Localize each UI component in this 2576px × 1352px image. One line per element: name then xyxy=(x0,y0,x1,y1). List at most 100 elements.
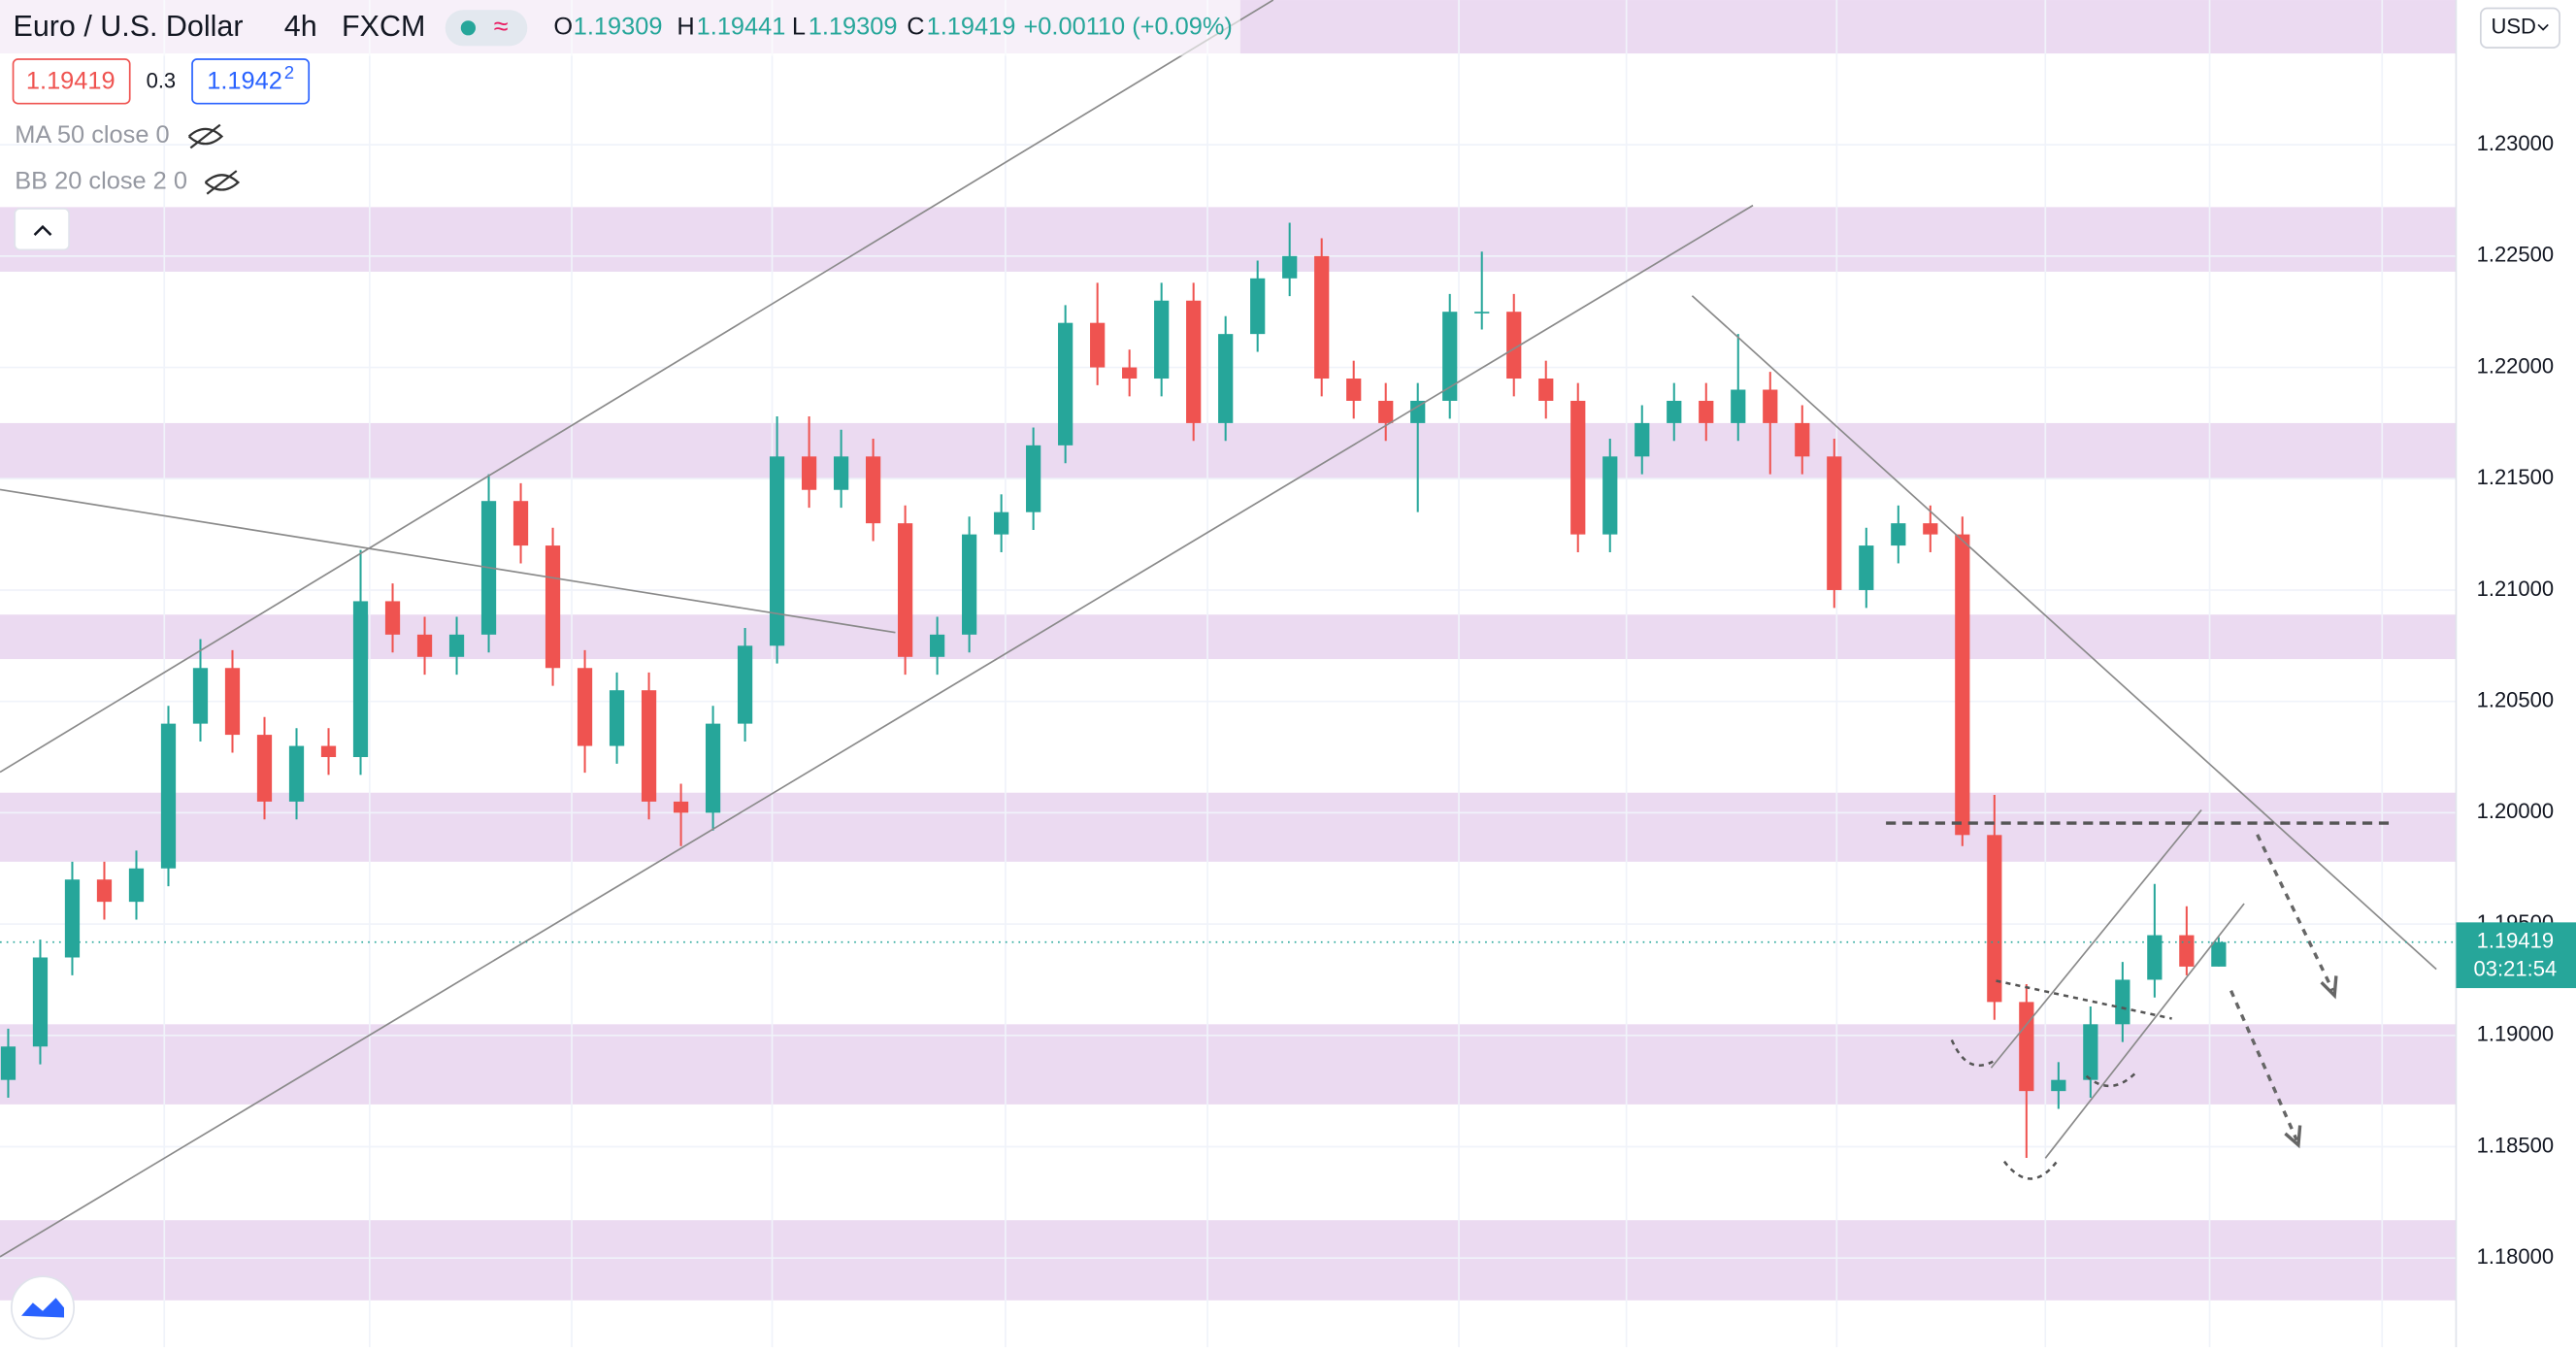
h-value: 1.19441 xyxy=(697,14,786,41)
candle-body xyxy=(577,668,593,746)
price-axis xyxy=(2456,0,2576,1347)
interval: 4h xyxy=(284,10,317,43)
candle-body xyxy=(866,456,881,524)
c-label: C xyxy=(907,14,924,41)
candle-body xyxy=(1859,545,1874,590)
candle-body xyxy=(1058,322,1073,445)
y-tick-label: 1.18000 xyxy=(2477,1244,2555,1269)
y-tick-label: 1.18500 xyxy=(2477,1133,2555,1157)
candle-body xyxy=(384,601,401,635)
o-value: 1.19309 xyxy=(574,14,663,41)
collapse-icon xyxy=(33,224,52,236)
y-tick-label: 1.19000 xyxy=(2477,1022,2555,1046)
candle-body xyxy=(1795,422,1810,457)
candle-body xyxy=(705,723,721,813)
zone xyxy=(0,422,2457,479)
y-tick-label: 1.20000 xyxy=(2477,799,2555,823)
h-label: H xyxy=(677,14,694,41)
candle-body xyxy=(1635,422,1650,457)
y-tick-label: 1.21500 xyxy=(2477,465,2555,489)
y-tick-label: 1.21000 xyxy=(2477,577,2555,601)
candle-body xyxy=(1218,334,1234,423)
candle-body xyxy=(769,456,785,646)
candle-body xyxy=(288,745,305,802)
logo-button[interactable] xyxy=(11,1275,76,1340)
candle-body xyxy=(448,634,465,657)
change: +0.00110 (+0.09%) xyxy=(1023,14,1232,41)
last-price-box xyxy=(2456,922,2576,989)
candle-body xyxy=(1154,300,1170,379)
candle-body xyxy=(545,545,561,669)
candle-body xyxy=(1827,456,1842,590)
candle-body xyxy=(1891,523,1906,546)
candle-body xyxy=(1026,445,1041,512)
candle-body xyxy=(2051,1079,2066,1092)
status-dot xyxy=(460,20,477,36)
candle-body xyxy=(1923,523,1938,535)
candle-body xyxy=(2211,941,2227,967)
candle-body xyxy=(1410,400,1426,423)
ask: 1.1942 xyxy=(207,67,282,94)
hidden-icon[interactable] xyxy=(187,123,224,149)
logo xyxy=(21,1298,65,1318)
countdown: 03:21:54 xyxy=(2474,956,2558,980)
y-tick-label: 1.20500 xyxy=(2477,687,2555,711)
candle-body xyxy=(1987,835,2002,1003)
sell-button[interactable] xyxy=(12,58,131,105)
indicator: BB 20 close 2 0 xyxy=(15,168,187,195)
candle-body xyxy=(2115,979,2130,1025)
candle-body xyxy=(352,601,369,758)
chevron xyxy=(2537,23,2549,31)
drawings xyxy=(0,0,2437,1258)
hidden-icon[interactable] xyxy=(204,170,241,195)
l-value: 1.19309 xyxy=(809,14,898,41)
zone xyxy=(0,1220,2457,1301)
l-label: L xyxy=(792,14,806,41)
indicator: MA 50 close 0 xyxy=(15,121,169,148)
candle-body xyxy=(128,868,145,903)
spread: 0.3 xyxy=(147,68,177,92)
candle-body xyxy=(1602,456,1618,535)
candle-body xyxy=(1250,278,1266,335)
c-value: 1.19419 xyxy=(927,14,1016,41)
buy-button[interactable] xyxy=(191,58,311,105)
candle-body xyxy=(256,735,273,802)
y-tick-label: 1.22000 xyxy=(2477,353,2555,378)
y-tick-label: 1.23000 xyxy=(2477,131,2555,155)
candle-body xyxy=(32,957,49,1047)
candle-body xyxy=(1570,400,1586,535)
zone xyxy=(0,792,2457,862)
candle-body xyxy=(1090,322,1106,368)
candle-body xyxy=(96,879,113,903)
candle-body xyxy=(1186,300,1202,423)
candle-body xyxy=(994,511,1009,535)
candle-body xyxy=(1122,367,1138,379)
zone xyxy=(0,1024,2457,1105)
candle-body xyxy=(609,690,625,746)
candle-body xyxy=(2147,935,2163,980)
candle-body xyxy=(1699,400,1714,423)
candle-body xyxy=(930,634,945,657)
currency-button[interactable] xyxy=(2479,7,2560,49)
candle-body xyxy=(1314,255,1330,379)
candle-body xyxy=(0,1046,17,1080)
candle-body xyxy=(1538,379,1554,401)
bid: 1.19419 xyxy=(26,67,116,94)
candle-body xyxy=(512,501,529,546)
candle-body xyxy=(1282,255,1298,279)
ask-pip: 2 xyxy=(284,62,294,82)
candle-body xyxy=(416,634,433,657)
candle-body xyxy=(2019,1002,2034,1092)
candle-body xyxy=(833,456,849,490)
status-pill[interactable] xyxy=(445,10,528,47)
y-tick-label: 1.22500 xyxy=(2477,243,2555,267)
header-bg xyxy=(0,0,1240,56)
zone xyxy=(0,207,2457,272)
candle-body xyxy=(1442,312,1458,401)
candle-body xyxy=(1763,389,1778,423)
candle-body xyxy=(962,534,977,635)
candle-body xyxy=(1667,400,1682,423)
candle-body xyxy=(160,723,177,869)
